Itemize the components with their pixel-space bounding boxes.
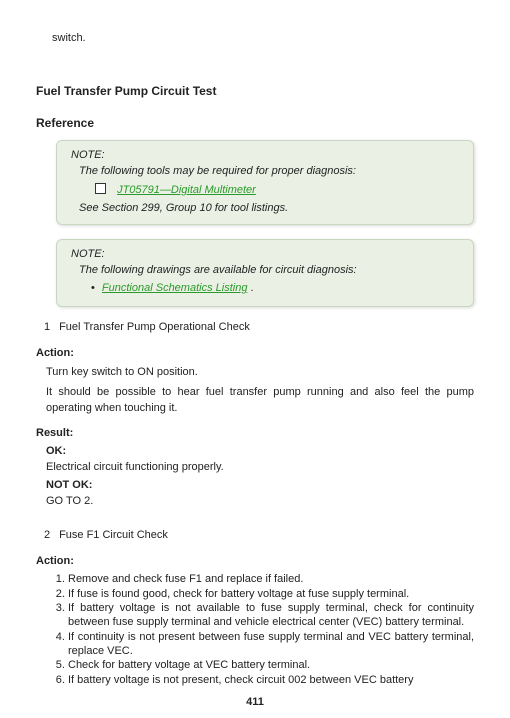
list-item: Remove and check fuse F1 and replace if …	[68, 573, 474, 587]
step-title: Fuse F1 Circuit Check	[59, 529, 168, 541]
note-description: The following drawings are available for…	[79, 264, 461, 276]
note-tool-line: JT05791—Digital Multimeter	[95, 183, 461, 196]
step-number: 1	[44, 321, 56, 333]
action-label: Action:	[36, 347, 474, 359]
ok-label: OK:	[46, 445, 474, 457]
action-body: It should be possible to hear fuel trans…	[46, 385, 474, 417]
note-drawing-line: • Functional Schematics Listing .	[91, 282, 461, 294]
notok-body: GO TO 2.	[46, 495, 474, 507]
bullet-icon: •	[91, 282, 95, 294]
list-item: If battery voltage is not present, check…	[68, 674, 474, 688]
list-item: If fuse is found good, check for battery…	[68, 588, 474, 602]
step-1-heading: 1 Fuel Transfer Pump Operational Check	[44, 321, 474, 333]
note-drawings: NOTE: The following drawings are availab…	[56, 239, 474, 307]
note-tools: NOTE: The following tools may be require…	[56, 140, 474, 225]
reference-heading: Reference	[36, 116, 474, 130]
list-item: Check for battery voltage at VEC battery…	[68, 659, 474, 673]
action-body: Turn key switch to ON position.	[46, 365, 474, 381]
note-description: The following tools may be required for …	[79, 165, 461, 177]
result-label: Result:	[36, 427, 474, 439]
action-step-list: Remove and check fuse F1 and replace if …	[46, 573, 474, 688]
ok-body: Electrical circuit functioning properly.	[46, 461, 474, 473]
tool-link[interactable]: JT05791—Digital Multimeter	[117, 184, 256, 196]
notok-label: NOT OK:	[46, 479, 474, 491]
action-label: Action:	[36, 555, 474, 567]
drawing-tail: .	[247, 282, 253, 294]
note-label: NOTE:	[71, 149, 461, 161]
step-title: Fuel Transfer Pump Operational Check	[59, 321, 250, 333]
section-title: Fuel Transfer Pump Circuit Test	[36, 84, 474, 98]
drawing-link[interactable]: Functional Schematics Listing	[102, 282, 248, 294]
list-item: If battery voltage is not available to f…	[68, 602, 474, 630]
carryover-text: switch.	[52, 32, 474, 44]
note-see-section: See Section 299, Group 10 for tool listi…	[79, 202, 461, 214]
page-number: 411	[36, 696, 474, 708]
note-label: NOTE:	[71, 248, 461, 260]
step-2-heading: 2 Fuse F1 Circuit Check	[44, 529, 474, 541]
checkbox-icon	[95, 183, 106, 194]
list-item: If continuity is not present between fus…	[68, 631, 474, 659]
step-number: 2	[44, 529, 56, 541]
document-page: switch. Fuel Transfer Pump Circuit Test …	[0, 0, 510, 718]
